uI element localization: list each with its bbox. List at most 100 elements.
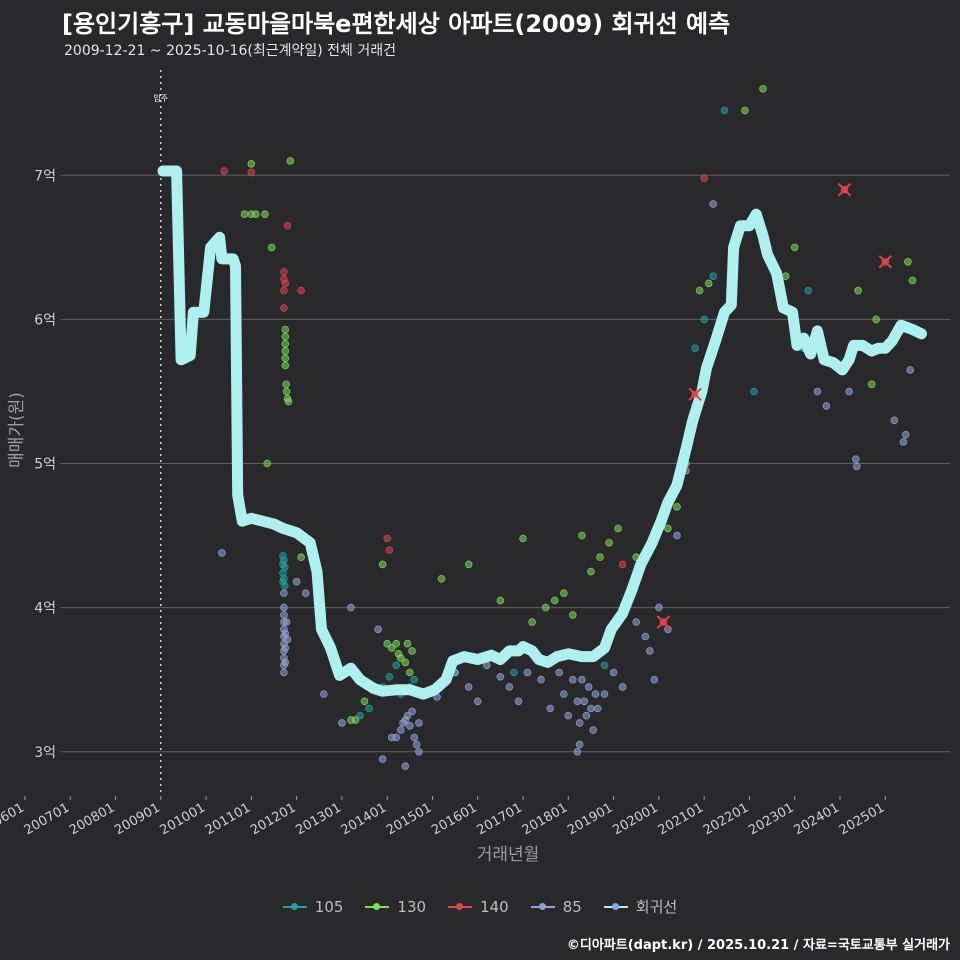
point-105	[280, 556, 288, 564]
point-140	[618, 560, 627, 569]
point-85	[280, 611, 288, 619]
point-85	[280, 589, 288, 597]
point-85	[396, 726, 405, 734]
point-85	[280, 668, 288, 677]
point-140	[297, 286, 305, 295]
point-85	[645, 647, 654, 655]
point-85	[537, 675, 545, 684]
point-85	[564, 711, 573, 720]
y-tick-label: 5억	[34, 457, 56, 473]
point-85	[555, 668, 563, 677]
point-130	[240, 210, 249, 219]
point-85	[338, 719, 346, 727]
point-130	[281, 332, 290, 341]
legend: 105 130 140 85 회귀선	[0, 896, 960, 917]
point-85	[582, 711, 591, 720]
point-140	[280, 304, 288, 312]
point-105	[600, 661, 609, 670]
point-85	[281, 644, 290, 652]
point-85	[593, 704, 602, 713]
point-85	[589, 726, 597, 734]
point-105	[691, 344, 699, 353]
legend-item: 140	[448, 896, 509, 917]
legend-key	[282, 897, 307, 917]
point-130	[578, 531, 586, 540]
highlight-mark	[656, 615, 671, 629]
point-85	[851, 455, 860, 464]
point-85	[852, 462, 861, 471]
legend-label: 105	[314, 897, 344, 916]
point-85	[415, 747, 423, 756]
legend-label: 회귀선	[635, 898, 678, 916]
point-85	[618, 683, 627, 691]
x-axis-label: 거래년월	[477, 845, 540, 865]
point-130	[392, 639, 401, 648]
point-85	[292, 577, 301, 586]
highlight-mark-dot	[659, 618, 667, 626]
point-130	[284, 397, 293, 406]
x-tick-label: 202201	[701, 800, 751, 838]
point-130	[741, 106, 749, 115]
point-85	[822, 402, 831, 410]
point-85	[403, 711, 412, 720]
point-130	[282, 387, 291, 396]
point-140	[280, 268, 288, 276]
point-85	[813, 387, 822, 396]
point-105	[280, 582, 289, 590]
legend-key-dot	[290, 902, 298, 910]
point-105	[720, 106, 729, 115]
legend-item: 130	[365, 896, 426, 917]
point-85	[378, 755, 387, 763]
point-85	[281, 658, 290, 667]
point-85	[218, 549, 226, 557]
point-130	[550, 596, 559, 605]
y-tick-label: 4억	[34, 601, 56, 617]
point-130	[673, 502, 681, 511]
point-130	[587, 567, 595, 576]
point-85	[347, 603, 355, 612]
legend-label: 85	[562, 897, 582, 916]
point-130	[396, 654, 405, 662]
x-tick-label: 201601	[429, 800, 479, 838]
point-85	[505, 683, 514, 691]
point-105	[356, 711, 364, 720]
legend-label: 140	[480, 897, 509, 916]
point-130	[596, 553, 604, 561]
point-85	[641, 632, 650, 641]
y-axis-label: 매매가(원)	[7, 392, 27, 468]
point-85	[709, 200, 717, 208]
point-130	[281, 347, 290, 355]
point-140	[385, 546, 394, 554]
point-130	[854, 286, 862, 295]
point-140	[280, 286, 288, 295]
point-105	[410, 675, 419, 684]
point-85	[573, 747, 582, 756]
point-85	[283, 635, 292, 644]
x-tick-label: 201901	[565, 800, 615, 838]
point-130	[464, 560, 473, 569]
point-130	[437, 574, 446, 583]
point-130	[378, 560, 387, 569]
point-130	[405, 668, 414, 677]
point-85	[632, 618, 640, 626]
legend-key-dot	[456, 902, 464, 910]
point-85	[415, 719, 423, 727]
legend-key-dot	[611, 902, 619, 910]
point-130	[528, 618, 536, 626]
point-130	[695, 286, 704, 295]
point-85	[575, 719, 584, 727]
legend-key-dot	[373, 902, 381, 910]
point-85	[584, 683, 593, 691]
point-85	[575, 740, 584, 749]
point-105	[280, 563, 289, 572]
point-130	[286, 157, 295, 165]
point-140	[281, 279, 290, 288]
point-130	[247, 160, 256, 168]
point-105	[709, 272, 717, 281]
point-130	[568, 611, 577, 619]
point-85	[609, 668, 618, 677]
point-85	[374, 625, 382, 634]
point-85	[587, 704, 595, 713]
point-85	[901, 430, 910, 439]
x-tick-label: 201001	[158, 800, 208, 838]
